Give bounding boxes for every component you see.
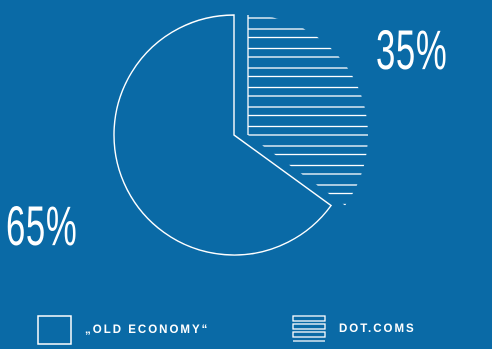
slice-dot-coms-stripe: [248, 75, 368, 89]
slice-dot-coms-stripe: [246, 233, 376, 244]
legend-label-dot-coms: DOT.COMS: [339, 323, 416, 335]
slice-dot-coms-stripe: [248, 173, 368, 186]
slice-dot-coms-stripe: [248, 36, 368, 50]
slice-dot-coms-stripe: [248, 153, 368, 167]
slice-dot-coms-stripe: [248, 192, 368, 206]
legend-item-dot-coms: DOT.COMS: [292, 315, 416, 343]
slice-dot-coms-stripe: [248, 17, 368, 30]
slice-dot-coms-stripe: [248, 95, 368, 108]
legend-swatch-stripes: [292, 315, 326, 342]
legend-label-old-economy: „OLD ECONOMY“: [85, 324, 210, 336]
slice-dot-coms-stripe: [246, 213, 376, 224]
legend-item-old-economy: „OLD ECONOMY“: [37, 315, 209, 345]
legend-swatch-outline: [37, 315, 72, 345]
slice-dot-coms-stripe: [248, 134, 368, 147]
slice-dot-coms-stripe: [248, 56, 368, 69]
slice-old-economy: [113, 14, 333, 256]
slice-dot-coms-stripe: [248, 114, 368, 128]
dot-coms-value-label: 35%: [376, 18, 448, 81]
slice-dot-coms-stripe: [246, 252, 376, 263]
old-economy-value-label: 65%: [6, 194, 78, 257]
